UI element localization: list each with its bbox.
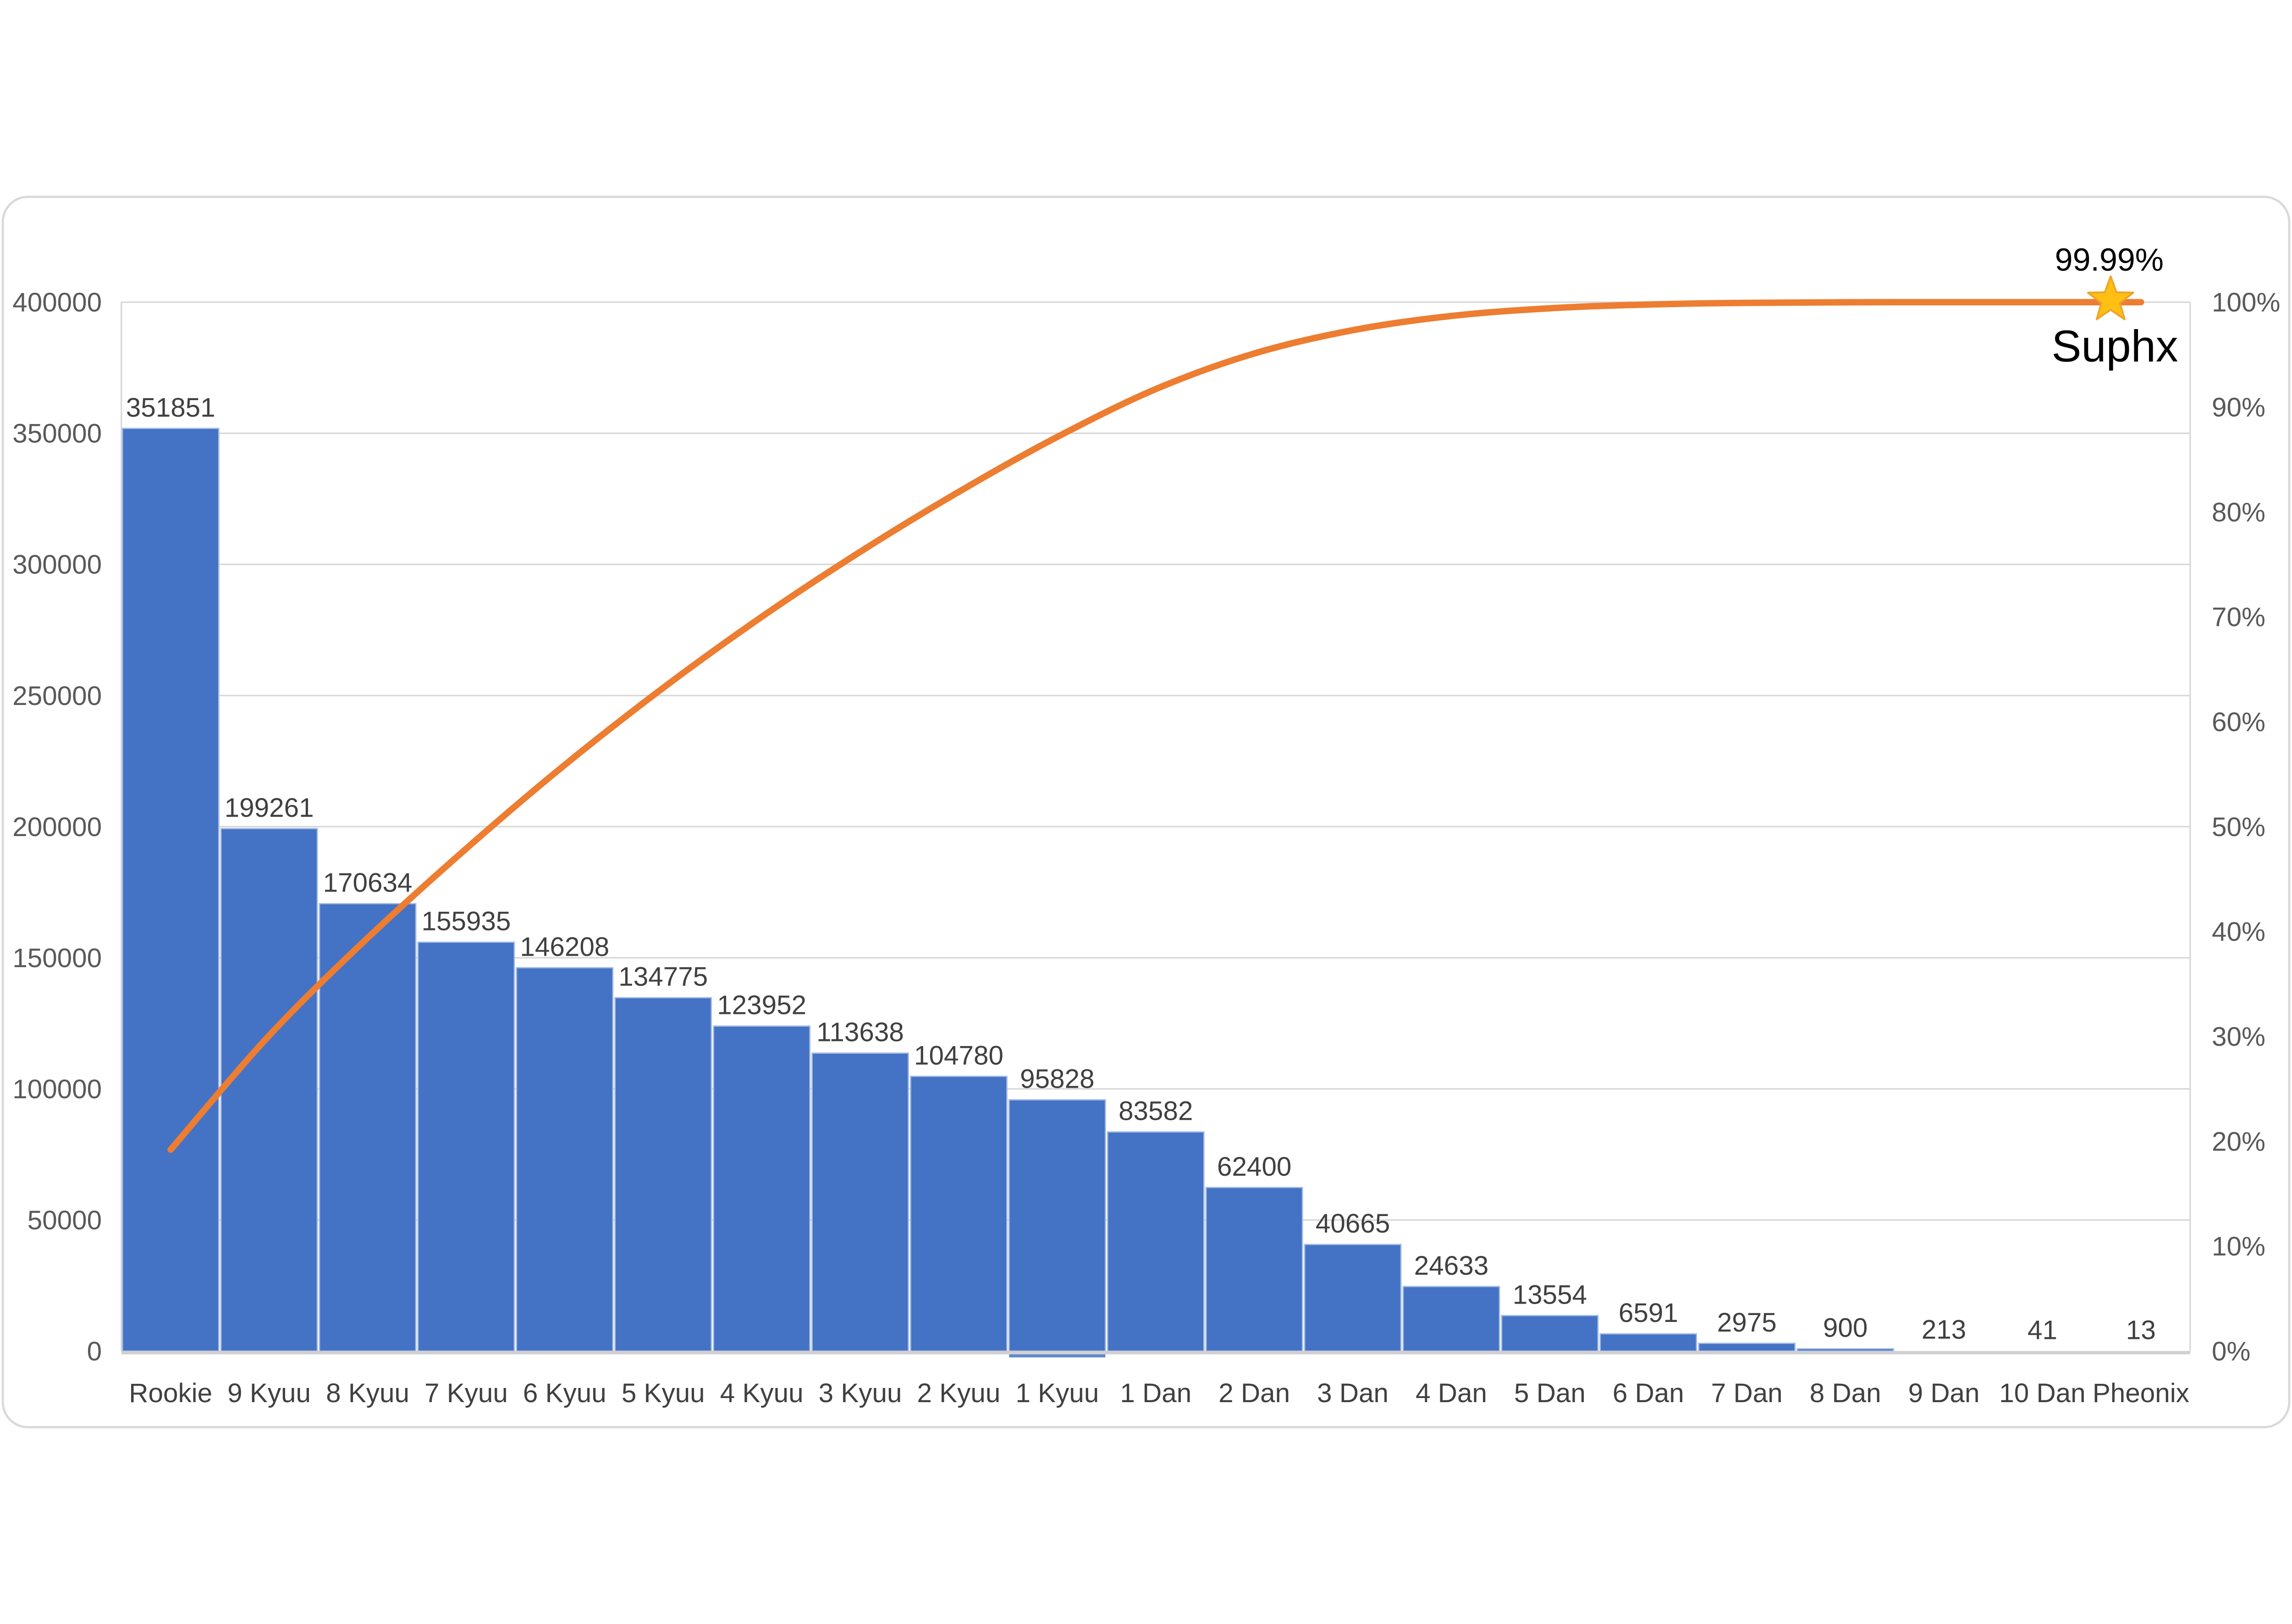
category-label-3 Dan: 3 Dan (1317, 1378, 1388, 1408)
value-label-3 Kyuu: 113638 (816, 1018, 904, 1047)
value-label-8 Kyuu: 170634 (323, 868, 413, 898)
category-label-6 Kyuu: 6 Kyuu (523, 1378, 606, 1408)
cumulative-line (167, 299, 2144, 1153)
value-label-1 Kyuu: 95828 (1020, 1064, 1094, 1094)
y-right-tick-20%: 20% (2212, 1127, 2265, 1156)
y-right-tick-0%: 0% (2212, 1337, 2250, 1366)
bar-1 Dan (1107, 1131, 1205, 1352)
category-label-9 Kyuu: 9 Kyuu (227, 1378, 311, 1408)
bar-5 Kyuu (614, 997, 712, 1352)
value-label-2 Dan: 62400 (1217, 1152, 1291, 1182)
bar-2 Dan (1205, 1187, 1303, 1352)
category-label-9 Dan: 9 Dan (1908, 1378, 1980, 1408)
category-label-6 Dan: 6 Dan (1613, 1378, 1684, 1408)
y-left-tick-150000: 150000 (12, 943, 102, 973)
category-label-2 Dan: 2 Dan (1218, 1378, 1290, 1408)
y-right-tick-40%: 40% (2212, 917, 2265, 947)
category-label-3 Kyuu: 3 Kyuu (819, 1378, 902, 1408)
value-label-3 Dan: 40665 (1316, 1209, 1390, 1239)
y-left-tick-100000: 100000 (12, 1074, 102, 1104)
y-right-tick-30%: 30% (2212, 1022, 2265, 1052)
category-label-2 Kyuu: 2 Kyuu (917, 1378, 1001, 1408)
bar-2 Kyuu (910, 1075, 1008, 1352)
bar-6 Kyuu (516, 967, 614, 1352)
category-label-4 Kyuu: 4 Kyuu (720, 1378, 804, 1408)
value-label-2 Kyuu: 104780 (914, 1040, 1003, 1070)
chart-border (1, 196, 2291, 1428)
category-label-7 Dan: 7 Dan (1711, 1378, 1783, 1408)
value-label-7 Kyuu: 155935 (421, 907, 511, 936)
category-label-Pheonix: Pheonix (2093, 1378, 2189, 1408)
below-axis-strip (1009, 1353, 1106, 1358)
y-right-tick-70%: 70% (2212, 602, 2265, 632)
bar-6 Dan (1599, 1333, 1697, 1352)
bar-Rookie (121, 428, 220, 1352)
category-label-5 Dan: 5 Dan (1514, 1378, 1586, 1408)
value-label-9 Kyuu: 199261 (225, 793, 314, 823)
category-label-7 Kyuu: 7 Kyuu (424, 1378, 508, 1408)
y-left-tick-350000: 350000 (12, 419, 102, 449)
y-right-tick-10%: 10% (2212, 1232, 2265, 1261)
annotation-percentile: 99.99% (2055, 242, 2164, 278)
category-label-10 Dan: 10 Dan (1999, 1378, 2085, 1408)
bar-8 Kyuu (319, 903, 417, 1352)
value-label-5 Dan: 13554 (1513, 1280, 1587, 1310)
y-right-tick-80%: 80% (2212, 497, 2265, 527)
category-label-4 Dan: 4 Dan (1416, 1378, 1487, 1408)
value-label-9 Dan: 213 (1922, 1315, 1966, 1345)
bar-4 Kyuu (713, 1025, 811, 1352)
bar-4 Dan (1402, 1286, 1500, 1352)
value-label-6 Dan: 6591 (1619, 1298, 1678, 1328)
category-label-1 Kyuu: 1 Kyuu (1015, 1378, 1099, 1408)
y-right-tick-90%: 90% (2212, 392, 2265, 422)
star-marker (2087, 275, 2134, 320)
y-right-tick-50%: 50% (2212, 812, 2265, 842)
value-label-4 Kyuu: 123952 (717, 991, 806, 1020)
bar-3 Dan (1304, 1244, 1402, 1352)
bar-1 Kyuu (1008, 1099, 1106, 1352)
value-label-1 Dan: 83582 (1118, 1096, 1193, 1126)
annotation-suphx: Suphx (2051, 321, 2178, 371)
bar-8 Dan (1796, 1348, 1895, 1352)
value-label-8 Dan: 900 (1823, 1313, 1868, 1343)
bar-9 Kyuu (220, 828, 318, 1352)
category-label-1 Dan: 1 Dan (1120, 1378, 1191, 1408)
y-right-tick-100%: 100% (2212, 288, 2280, 318)
bar-3 Kyuu (811, 1052, 909, 1352)
y-left-tick-200000: 200000 (12, 812, 102, 842)
y-right-tick-60%: 60% (2212, 707, 2265, 737)
value-label-Rookie: 351851 (126, 393, 215, 423)
bar-7 Dan (1698, 1343, 1796, 1352)
bar-7 Kyuu (417, 941, 515, 1352)
bar-5 Dan (1501, 1315, 1599, 1352)
category-label-Rookie: Rookie (129, 1378, 212, 1408)
value-label-Pheonix: 13 (2126, 1316, 2156, 1345)
value-label-7 Dan: 2975 (1717, 1308, 1777, 1338)
category-label-5 Kyuu: 5 Kyuu (622, 1378, 705, 1408)
y-left-tick-250000: 250000 (12, 681, 102, 711)
category-label-8 Dan: 8 Dan (1810, 1378, 1881, 1408)
y-left-tick-0: 0 (87, 1337, 102, 1366)
y-left-tick-300000: 300000 (12, 550, 102, 580)
category-label-8 Kyuu: 8 Kyuu (326, 1378, 409, 1408)
y-left-tick-400000: 400000 (12, 288, 102, 318)
value-label-4 Dan: 24633 (1414, 1251, 1488, 1281)
value-label-10 Dan: 41 (2028, 1316, 2057, 1345)
value-label-5 Kyuu: 134775 (618, 962, 708, 992)
y-left-tick-50000: 50000 (28, 1206, 102, 1235)
value-label-6 Kyuu: 146208 (520, 932, 609, 962)
